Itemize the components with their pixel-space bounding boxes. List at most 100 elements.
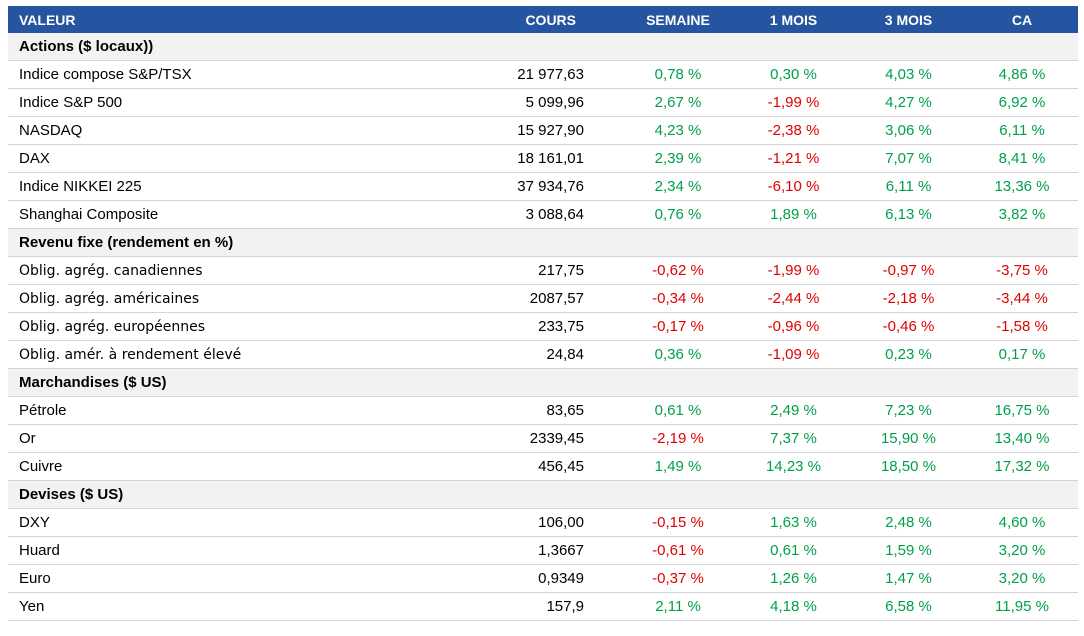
data-row: DXY 106,00 -0,15 % 1,63 % 2,48 % 4,60 % (8, 508, 1078, 537)
cell-value: 4,03 % (851, 60, 966, 89)
cell-value: 1,47 % (851, 564, 966, 593)
cell-value: -0,17 % (620, 312, 736, 341)
cell-value: -1,99 % (736, 88, 851, 117)
cell-value: 18 161,01 (500, 144, 620, 173)
row-label: Indice NIKKEI 225 (8, 172, 500, 201)
cell-value: 0,78 % (620, 60, 736, 89)
header-cell: CA (966, 6, 1078, 33)
cell-value: -1,21 % (736, 144, 851, 173)
cell-value: 1,63 % (736, 508, 851, 537)
cell-value: 0,23 % (851, 340, 966, 369)
cell-value: -0,62 % (620, 256, 736, 285)
data-row: Yen 157,9 2,11 % 4,18 % 6,58 % 11,95 % (8, 592, 1078, 621)
cell-value: -2,19 % (620, 424, 736, 453)
cell-value: 6,11 % (966, 116, 1078, 145)
cell-value: 7,07 % (851, 144, 966, 173)
cell-value: 217,75 (500, 256, 620, 285)
data-row: Or 2339,45 -2,19 % 7,37 % 15,90 % 13,40 % (8, 424, 1078, 453)
cell-value: 24,84 (500, 340, 620, 369)
cell-value: 11,95 % (966, 592, 1078, 621)
row-label: Oblig. agrég. européennes (8, 312, 500, 341)
row-label: Shanghai Composite (8, 200, 500, 229)
cell-value: 1,49 % (620, 452, 736, 481)
cell-value: -0,15 % (620, 508, 736, 537)
cell-value: 0,61 % (736, 536, 851, 565)
section-title: Revenu fixe (rendement en %) (8, 228, 1078, 257)
cell-value: 1,59 % (851, 536, 966, 565)
cell-value: 3,82 % (966, 200, 1078, 229)
header-cell: COURS (500, 6, 620, 33)
row-label: Oblig. agrég. canadiennes (8, 256, 500, 285)
cell-value: 233,75 (500, 312, 620, 341)
cell-value: 83,65 (500, 396, 620, 425)
data-row: Pétrole 83,65 0,61 % 2,49 % 7,23 % 16,75 % (8, 396, 1078, 425)
data-row: Oblig. amér. à rendement élevé 24,84 0,36 … (8, 340, 1078, 369)
cell-value: 157,9 (500, 592, 620, 621)
cell-value: 2,39 % (620, 144, 736, 173)
cell-value: -1,58 % (966, 312, 1078, 341)
section-title: Devises ($ US) (8, 480, 1078, 509)
row-label: DAX (8, 144, 500, 173)
cell-value: 2,49 % (736, 396, 851, 425)
data-row: Indice NIKKEI 225 37 934,76 2,34 % -6,10 % 6… (8, 172, 1078, 201)
cell-value: 21 977,63 (500, 60, 620, 89)
header-cell: SEMAINE (620, 6, 736, 33)
data-row: Euro 0,9349 -0,37 % 1,26 % 1,47 % 3,20 % (8, 564, 1078, 593)
section-row: Actions ($ locaux)) (8, 33, 1078, 61)
cell-value: -0,61 % (620, 536, 736, 565)
cell-value: 3,20 % (966, 536, 1078, 565)
cell-value: 14,23 % (736, 452, 851, 481)
cell-value: -0,37 % (620, 564, 736, 593)
cell-value: 4,18 % (736, 592, 851, 621)
cell-value: 2,11 % (620, 592, 736, 621)
cell-value: 15,90 % (851, 424, 966, 453)
row-label: DXY (8, 508, 500, 537)
data-row: Huard 1,3667 -0,61 % 0,61 % 1,59 % 3,20 % (8, 536, 1078, 565)
row-label: Yen (8, 592, 500, 621)
cell-value: 0,30 % (736, 60, 851, 89)
cell-value: 16,75 % (966, 396, 1078, 425)
cell-value: -6,10 % (736, 172, 851, 201)
cell-value: -3,44 % (966, 284, 1078, 313)
cell-value: -2,38 % (736, 116, 851, 145)
section-title: Marchandises ($ US) (8, 368, 1078, 397)
cell-value: 13,36 % (966, 172, 1078, 201)
cell-value: -0,96 % (736, 312, 851, 341)
section-row: Marchandises ($ US) (8, 368, 1078, 397)
data-row: Oblig. agrég. américaines 2087,57 -0,34 % -… (8, 284, 1078, 313)
cell-value: 17,32 % (966, 452, 1078, 481)
cell-value: 6,11 % (851, 172, 966, 201)
cell-value: 456,45 (500, 452, 620, 481)
row-label: Oblig. amér. à rendement élevé (8, 340, 500, 369)
cell-value: -1,09 % (736, 340, 851, 369)
cell-value: 4,60 % (966, 508, 1078, 537)
cell-value: 6,92 % (966, 88, 1078, 117)
header-cell: 1 MOIS (736, 6, 851, 33)
cell-value: -0,97 % (851, 256, 966, 285)
cell-value: 3,20 % (966, 564, 1078, 593)
cell-value: 2,48 % (851, 508, 966, 537)
table-header: VALEUR COURS SEMAINE 1 MOIS 3 MOIS CA (8, 6, 1078, 33)
cell-value: 1,89 % (736, 200, 851, 229)
cell-value: 8,41 % (966, 144, 1078, 173)
cell-value: 0,36 % (620, 340, 736, 369)
cell-value: 4,23 % (620, 116, 736, 145)
section-row: Revenu fixe (rendement en %) (8, 228, 1078, 257)
cell-value: 2339,45 (500, 424, 620, 453)
cell-value: -0,34 % (620, 284, 736, 313)
cell-value: 2,67 % (620, 88, 736, 117)
cell-value: -0,46 % (851, 312, 966, 341)
cell-value: 2,34 % (620, 172, 736, 201)
cell-value: 13,40 % (966, 424, 1078, 453)
cell-value: 0,76 % (620, 200, 736, 229)
cell-value: 3 088,64 (500, 200, 620, 229)
cell-value: -2,18 % (851, 284, 966, 313)
cell-value: 5 099,96 (500, 88, 620, 117)
cell-value: 1,3667 (500, 536, 620, 565)
cell-value: 7,23 % (851, 396, 966, 425)
row-label: Oblig. agrég. américaines (8, 284, 500, 313)
cell-value: 0,9349 (500, 564, 620, 593)
row-label: Euro (8, 564, 500, 593)
cell-value: -2,44 % (736, 284, 851, 313)
